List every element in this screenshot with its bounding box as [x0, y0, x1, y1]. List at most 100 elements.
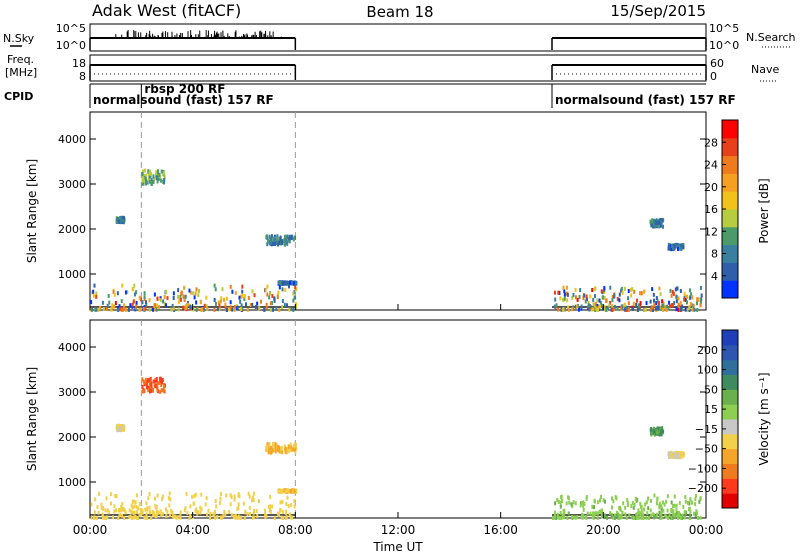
echo-cell	[689, 295, 692, 300]
echo-cell	[566, 298, 569, 303]
echo-cell	[661, 299, 664, 304]
echo-cell	[192, 501, 195, 506]
echo-cell	[241, 289, 244, 294]
echo-cell	[291, 280, 294, 285]
echo-cell	[627, 288, 630, 293]
echo-cell	[618, 514, 621, 519]
echo-cell	[122, 427, 125, 432]
echo-cell	[267, 504, 270, 509]
echo-cell	[294, 305, 297, 310]
echo-cell	[215, 504, 218, 509]
echo-cell	[616, 513, 619, 518]
echo-cell	[263, 307, 266, 312]
echo-cell	[251, 498, 254, 503]
echo-cell	[117, 515, 120, 520]
echo-cell	[626, 500, 629, 505]
echo-cell	[147, 388, 150, 393]
echo-cell	[660, 511, 663, 516]
echo-cell	[271, 448, 274, 453]
echo-cell	[666, 494, 669, 499]
echo-cell	[621, 290, 624, 295]
echo-cell	[149, 174, 152, 179]
echo-cell	[169, 497, 172, 502]
echo-cell	[135, 290, 138, 295]
echo-cell	[668, 452, 671, 457]
echo-cell	[142, 306, 145, 311]
echo-cell	[164, 303, 167, 308]
echo-cell	[145, 501, 148, 506]
echo-cell	[265, 444, 268, 449]
echo-cell	[191, 494, 194, 499]
echo-cell	[148, 505, 151, 510]
echo-cell	[634, 515, 637, 520]
colorbar-tick-label: 15	[704, 403, 718, 416]
x-tick-label: 00:00	[73, 523, 108, 537]
echo-cell	[167, 496, 170, 501]
echo-cell	[625, 515, 628, 520]
echo-cell	[681, 451, 684, 456]
echo-cell	[231, 307, 234, 312]
colorbar-tick-label: −100	[688, 462, 718, 475]
echo-cell	[223, 509, 226, 514]
echo-cell	[684, 511, 687, 516]
colorbar-swatch	[722, 344, 738, 361]
echo-cell	[561, 498, 564, 503]
echo-cell	[228, 307, 231, 312]
echo-cell	[203, 303, 206, 308]
echo-cell	[113, 304, 116, 309]
echo-cell	[592, 515, 595, 520]
echo-cell	[120, 505, 123, 510]
echo-cell	[150, 177, 153, 182]
echo-cell	[150, 388, 153, 393]
noise-trace	[89, 30, 707, 50]
echo-cell	[130, 515, 133, 520]
echo-cell	[680, 455, 683, 460]
echo-cell	[656, 496, 659, 501]
echo-cell	[688, 288, 691, 293]
echo-cell	[591, 288, 594, 293]
echo-cell	[177, 288, 180, 293]
echo-cell	[654, 431, 657, 436]
echo-cell	[124, 307, 127, 312]
echo-cell	[570, 502, 573, 507]
echo-cell	[576, 304, 579, 309]
echo-cell	[685, 300, 688, 305]
echo-cell	[673, 455, 676, 460]
echo-cell	[612, 306, 615, 311]
echo-cell	[679, 289, 682, 294]
echo-cell	[205, 295, 208, 300]
echo-cell	[265, 235, 268, 240]
echo-cell	[600, 301, 603, 306]
echo-cell	[670, 451, 673, 456]
echo-cell	[92, 289, 95, 294]
echo-cell	[143, 295, 146, 300]
echo-cell	[284, 447, 287, 452]
echo-cell	[286, 447, 289, 452]
echo-cell	[279, 446, 282, 451]
echo-cell	[259, 299, 262, 304]
echo-cell	[149, 384, 152, 389]
colorbar-swatch	[722, 191, 738, 210]
echo-cell	[563, 511, 566, 516]
noise-right-tick-high: 10^5	[709, 22, 739, 35]
echo-cell	[130, 503, 133, 508]
echo-cell	[192, 291, 195, 296]
echo-cell	[278, 307, 281, 312]
echo-cell	[644, 307, 647, 312]
echo-cell	[141, 172, 144, 177]
echo-cell	[154, 505, 157, 510]
echo-cell	[233, 305, 236, 310]
echo-cell	[651, 512, 654, 517]
echo-cell	[214, 301, 217, 306]
echo-cell	[684, 495, 687, 500]
echo-cell	[274, 442, 277, 447]
echo-cell	[149, 172, 152, 177]
echo-cell	[248, 505, 251, 510]
echo-cell	[272, 441, 275, 446]
echo-cell	[168, 503, 171, 508]
echo-cell	[603, 285, 606, 290]
echo-cell	[615, 496, 618, 501]
echo-cell	[232, 514, 235, 519]
echo-cell	[576, 297, 579, 302]
echo-cell	[190, 305, 193, 310]
